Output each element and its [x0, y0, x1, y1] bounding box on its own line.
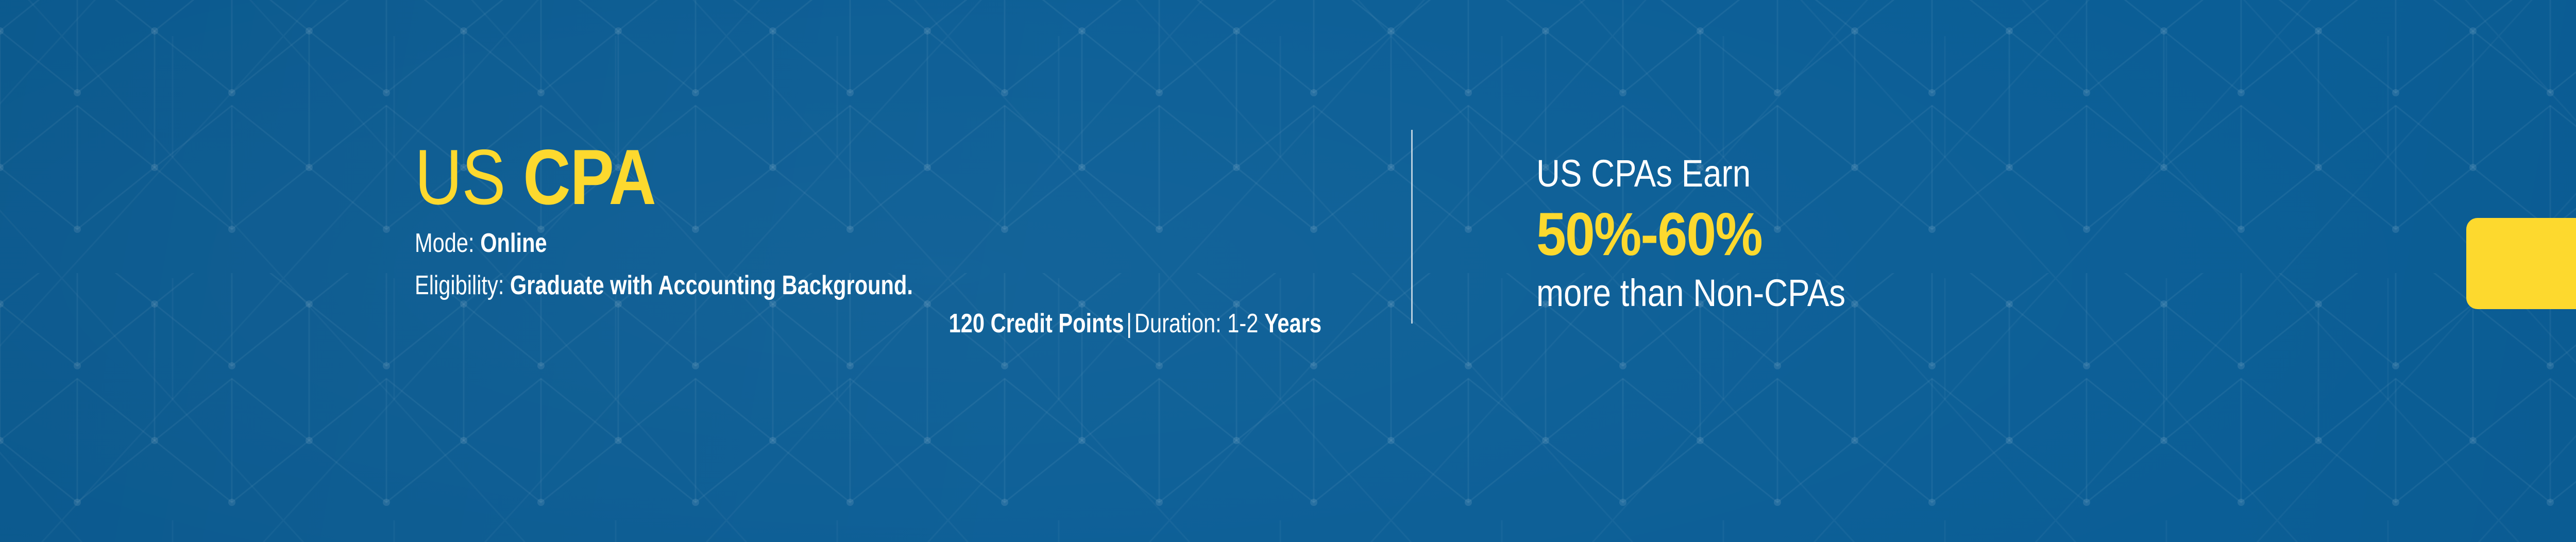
- earnings-subline: more than Non-CPAs: [1536, 272, 1846, 314]
- course-credits-line: 120 Credit Points|Duration: 1-2 Years: [596, 310, 1321, 337]
- earnings-block: US CPAs Earn 50%-60% more than Non-CPAs: [1536, 155, 2309, 312]
- apply-now-button[interactable]: Apply Now: [2466, 218, 2576, 309]
- eligibility-label: Eligibility:: [415, 270, 504, 300]
- mode-label: Mode:: [415, 228, 474, 258]
- course-credits-wrap: 120 Credit Points|Duration: 1-2 Years: [415, 310, 1321, 337]
- mode-value: Online: [480, 228, 547, 258]
- section-divider: [1411, 130, 1413, 324]
- earnings-headline: US CPAs Earn: [1536, 152, 1751, 195]
- course-eligibility-line: Eligibility: Graduate with Accounting Ba…: [415, 272, 1140, 299]
- duration-label: Duration: 1-2: [1134, 309, 1259, 338]
- course-title: US CPA: [415, 138, 1176, 216]
- course-title-bold: CPA: [523, 133, 656, 221]
- course-mode-line: Mode: Online: [415, 230, 1140, 257]
- eligibility-value: Graduate with Accounting Background.: [510, 270, 913, 300]
- course-info-block: US CPA Mode: Online Eligibility: Graduat…: [415, 138, 1321, 337]
- credits-value: 120 Credit Points: [948, 309, 1124, 338]
- duration-value: Years: [1264, 309, 1321, 338]
- credits-separator: |: [1126, 309, 1132, 338]
- course-title-light: US: [415, 133, 506, 221]
- earnings-percentage: 50%-60%: [1536, 200, 1763, 268]
